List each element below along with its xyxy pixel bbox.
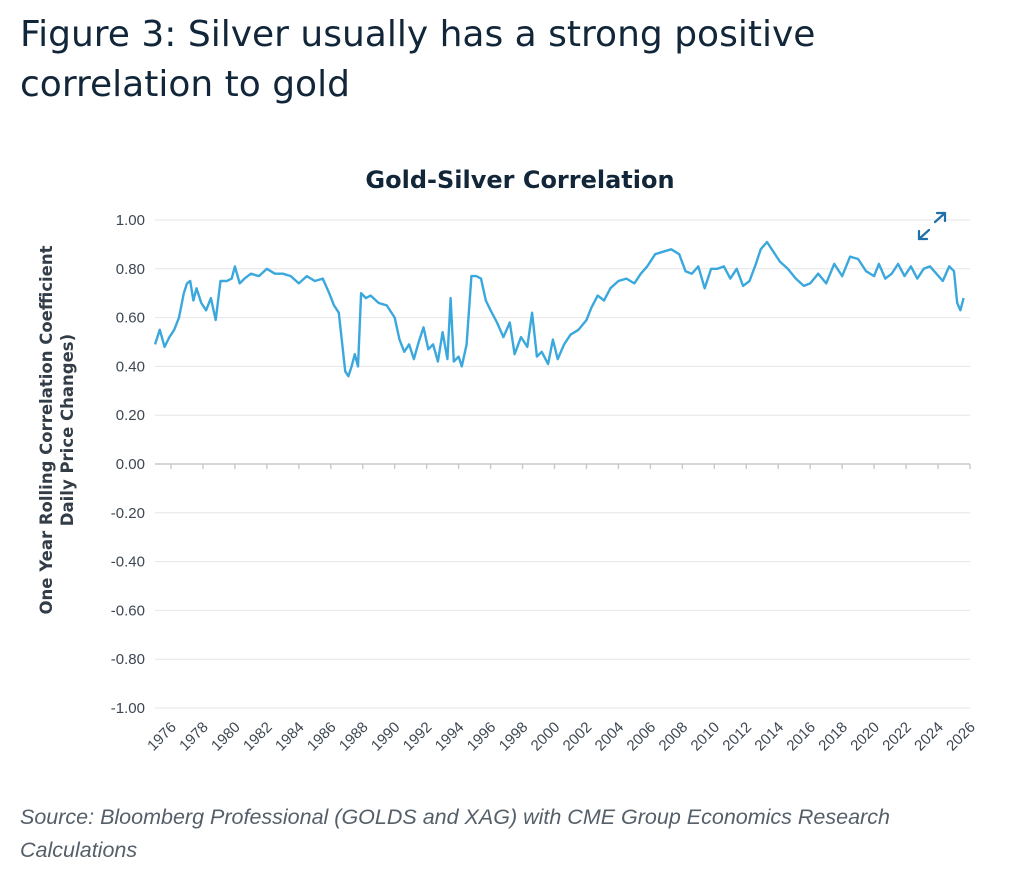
y-tick-label: 0.00 [116, 456, 145, 473]
x-tick-label: 2018 [815, 719, 851, 755]
y-tick-labels: 1.00 0.80 0.60 0.40 0.20 0.00 -0.20 -0.40 -0.60 -… [111, 212, 145, 717]
x-tick-label: 1990 [368, 719, 404, 755]
y-tick-label: 1.00 [116, 212, 145, 229]
grid-lines [155, 219, 970, 709]
x-tick-label: 1982 [240, 719, 276, 755]
y-tick-label: 0.80 [116, 261, 145, 278]
x-axis [170, 464, 971, 469]
x-tick-labels: 1976197819801982198419861988199019921994… [144, 719, 979, 755]
x-tick-label: 2022 [879, 719, 915, 755]
y-tick-label: -0.40 [111, 554, 145, 571]
source-note: Source: Bloomberg Professional (GOLDS an… [20, 805, 890, 862]
x-tick-label: 1994 [432, 719, 468, 755]
expand-icon[interactable] [915, 210, 949, 242]
y-tick-label: 0.20 [116, 407, 145, 424]
x-tick-label: 1978 [176, 719, 212, 755]
x-tick-label: 1998 [496, 719, 532, 755]
y-tick-label: 0.60 [116, 310, 145, 327]
y-tick-label: -0.60 [111, 602, 145, 619]
x-tick-label: 2004 [592, 719, 628, 755]
y-tick-label: -1.00 [111, 700, 145, 717]
x-tick-label: 2000 [528, 719, 564, 755]
chart-plot: 1.00 0.80 0.60 0.40 0.20 0.00 -0.20 -0.40 -0.60 -… [111, 212, 979, 755]
y-tick-label: -0.20 [111, 505, 145, 522]
y-tick-label: -0.80 [111, 651, 145, 668]
x-tick-label: 2014 [751, 719, 787, 755]
x-tick-label: 2008 [656, 719, 692, 755]
x-tick-label: 2012 [719, 719, 755, 755]
x-tick-label: 1986 [304, 719, 340, 755]
x-tick-label: 2010 [688, 719, 724, 755]
x-tick-label: 1976 [144, 719, 180, 755]
x-tick-label: 2020 [847, 719, 883, 755]
chart-container: Gold-Silver Correlation One Year Rolling… [0, 150, 1009, 770]
figure-title: Figure 3: Silver usually has a strong po… [20, 14, 816, 105]
series-line [153, 240, 965, 378]
x-tick-label: 1984 [272, 719, 308, 755]
y-tick-label: 0.40 [116, 358, 145, 375]
x-tick-label: 2016 [783, 719, 819, 755]
x-tick-label: 1992 [400, 719, 436, 755]
x-tick-label: 2006 [624, 719, 660, 755]
x-tick-label: 1980 [208, 719, 244, 755]
chart-title: Gold-Silver Correlation [365, 166, 675, 194]
x-tick-label: 2024 [911, 719, 947, 755]
x-tick-label: 2026 [943, 719, 979, 755]
x-tick-label: 1996 [464, 719, 500, 755]
x-tick-label: 1988 [336, 719, 372, 755]
x-tick-label: 2002 [560, 719, 596, 755]
